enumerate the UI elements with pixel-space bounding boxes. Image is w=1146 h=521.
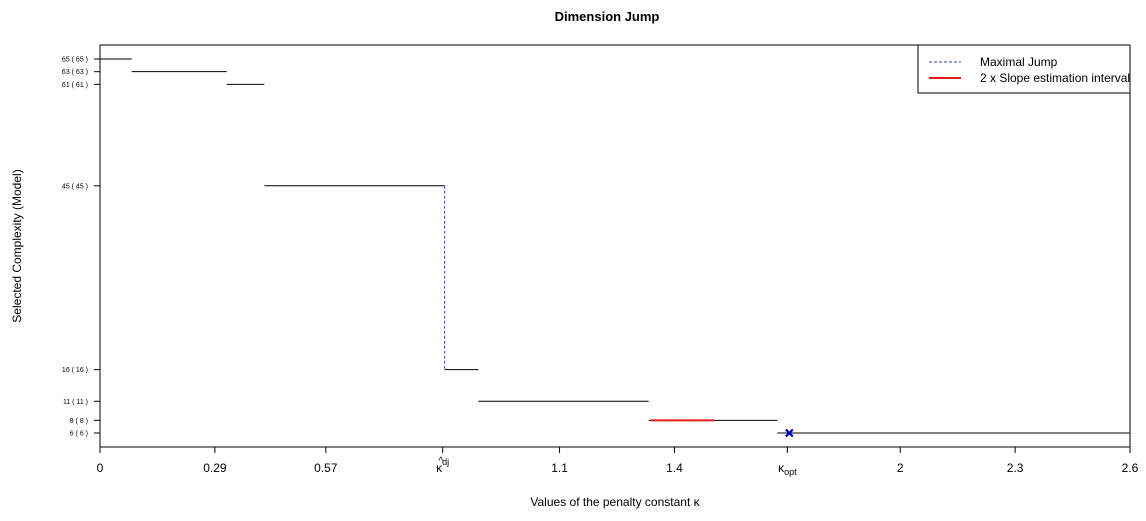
y-tick-label: 63 ( 63 ) [62,69,88,76]
legend-label: Maximal Jump [980,55,1058,69]
x-tick-label: 2.3 [1007,461,1024,475]
step-lines [100,58,1130,434]
y-tick-label: 6 ( 6 ) [70,431,88,438]
y-axis: 65 ( 65 ) 63 ( 63 ) 61 ( 61 ) 45 ( 45 ) 16 (… [62,57,100,438]
annotations [444,185,794,438]
x-axis-label: Values of the penalty constant κ [530,495,700,509]
y-tick-label: 16 ( 16 ) [62,367,88,374]
x-tick-label: 0 [97,461,104,475]
y-tick-label: 65 ( 65 ) [62,57,88,64]
x-tick-label: 1.4 [666,461,683,475]
legend: Maximal Jump 2 x Slope estimation interva… [917,44,1131,94]
x-axis: 0 0.29 0.57 κdj^ 1.1 1.4 κopt 2 2.3 2.6 [97,447,1139,477]
y-tick-label: 45 ( 45 ) [62,183,88,190]
x-tick-label: 0.29 [203,461,227,475]
chart-title: Dimension Jump [555,9,660,24]
x-tick-label: κopt [778,461,797,477]
x-tick-hat: ^ [438,456,443,467]
legend-label: 2 x Slope estimation interval [980,71,1130,85]
x-tick-label: 2 [897,461,904,475]
y-tick-label: 61 ( 61 ) [62,82,88,89]
y-axis-label: Selected Complexity (Model) [10,169,24,322]
x-tick-label: 1.1 [551,461,568,475]
plot-frame [99,44,1131,448]
kappa-opt-marker [785,428,794,438]
y-tick-label: 11 ( 11 ) [63,399,88,406]
x-tick-label: 0.57 [314,461,338,475]
y-tick-label: 8 ( 8 ) [70,418,88,425]
x-tick-label: 2.6 [1122,461,1139,475]
legend-box [917,44,1131,94]
